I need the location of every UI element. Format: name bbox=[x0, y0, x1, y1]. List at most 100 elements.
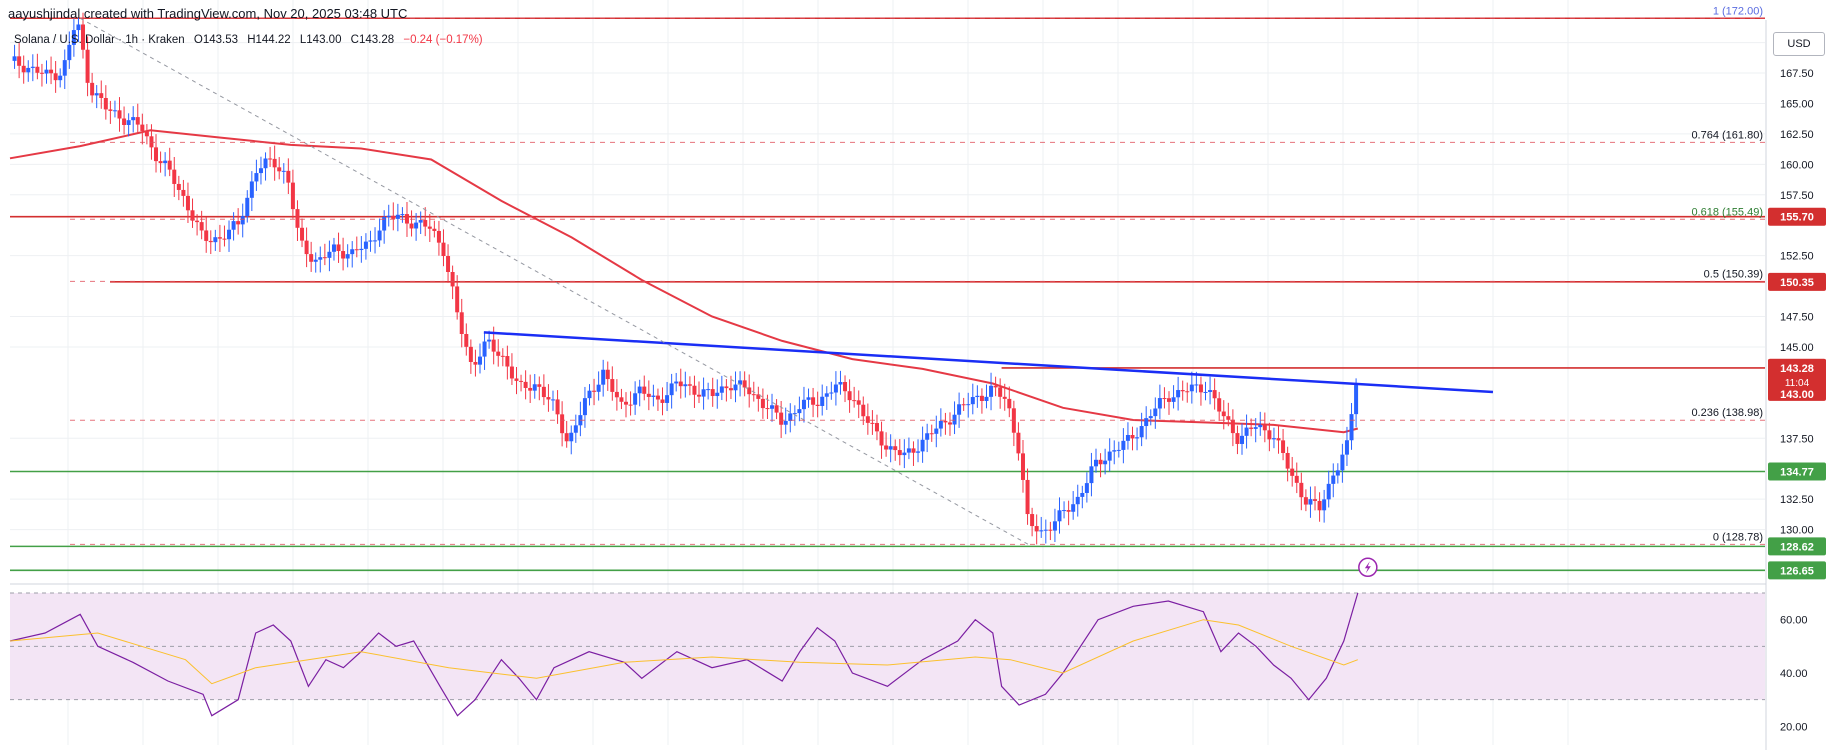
candle-body bbox=[1112, 450, 1117, 452]
candle-body bbox=[1335, 470, 1340, 476]
candle-body bbox=[801, 399, 806, 410]
candle-body bbox=[322, 257, 327, 259]
candle-body bbox=[117, 110, 122, 119]
candle-body bbox=[979, 395, 984, 401]
candle-body bbox=[646, 393, 651, 397]
currency-selector[interactable]: USD bbox=[1773, 32, 1825, 56]
candle-body bbox=[815, 404, 820, 406]
fib-labels: 1 (172.00) 0.764 (161.80) 0.618 (155.49) 0.… bbox=[70, 5, 1765, 545]
candle-body bbox=[614, 391, 619, 398]
candle-body bbox=[747, 387, 752, 395]
candle-body bbox=[1240, 435, 1245, 444]
candle-body bbox=[281, 170, 286, 172]
candle-body bbox=[852, 400, 857, 402]
price-tick-label: 160.00 bbox=[1780, 159, 1814, 171]
candle-body bbox=[938, 420, 943, 429]
candle-body bbox=[423, 220, 428, 227]
candle-body bbox=[30, 66, 35, 68]
candle-body bbox=[829, 392, 834, 394]
candle-body bbox=[1089, 466, 1094, 484]
candle-body bbox=[249, 181, 254, 198]
candle-body bbox=[925, 433, 930, 440]
rsi-band bbox=[10, 593, 1765, 700]
candle-body bbox=[1135, 437, 1140, 439]
candle-body bbox=[49, 69, 54, 74]
candle-body bbox=[391, 215, 396, 219]
candle-body bbox=[998, 387, 1003, 397]
candle-body bbox=[432, 228, 437, 231]
price-tick-label: 145.00 bbox=[1780, 342, 1814, 354]
candle-body bbox=[1098, 459, 1103, 465]
candle-body bbox=[952, 414, 957, 425]
candle-body bbox=[660, 399, 665, 403]
candle-body bbox=[195, 220, 200, 223]
candle-body bbox=[865, 416, 870, 423]
candle-body bbox=[1125, 434, 1130, 441]
candle-body bbox=[879, 431, 884, 446]
candle-body bbox=[12, 56, 17, 61]
candle-body bbox=[1308, 499, 1313, 505]
candle-body bbox=[268, 158, 273, 160]
price-tick-label: 152.50 bbox=[1780, 251, 1814, 263]
candle-body bbox=[400, 214, 405, 216]
candle-body bbox=[1203, 391, 1208, 393]
candle-body bbox=[642, 386, 647, 394]
candle-body bbox=[181, 189, 186, 196]
candle-body bbox=[213, 237, 218, 243]
rsi-line bbox=[9, 592, 1359, 717]
fib-label: 0.764 (161.80) bbox=[1691, 129, 1763, 141]
candle-body bbox=[838, 382, 843, 385]
candle-body bbox=[792, 413, 797, 415]
level-tag-label: 150.35 bbox=[1780, 277, 1814, 289]
current-price-label: 143.28 bbox=[1780, 363, 1814, 375]
fib-label: 0.236 (138.98) bbox=[1691, 407, 1763, 419]
candle-body bbox=[231, 221, 236, 230]
candle-body bbox=[21, 65, 26, 73]
candle-body bbox=[560, 414, 565, 434]
candle-body bbox=[687, 384, 692, 386]
candle-body bbox=[537, 384, 542, 387]
candle-body bbox=[947, 422, 952, 425]
candle-body bbox=[509, 366, 514, 379]
candle-body bbox=[1303, 497, 1308, 505]
candle-body bbox=[738, 380, 743, 385]
candle-body bbox=[655, 395, 660, 400]
candle-body bbox=[605, 369, 610, 380]
fib-label: 0 (128.78) bbox=[1713, 531, 1763, 543]
candle-body bbox=[1331, 475, 1336, 484]
ohlc-close: C143.28 bbox=[350, 34, 395, 46]
fib-label: 1 (172.00) bbox=[1713, 5, 1763, 17]
price-tick-label: 147.50 bbox=[1780, 312, 1814, 324]
candle-body bbox=[624, 401, 629, 405]
candle-body bbox=[1258, 424, 1263, 428]
candle-body bbox=[874, 423, 879, 432]
candle-body bbox=[760, 398, 765, 409]
candle-body bbox=[1326, 483, 1331, 500]
candle-body bbox=[135, 117, 140, 125]
current-price-tag bbox=[1768, 358, 1826, 401]
candle-body bbox=[564, 433, 569, 442]
candle-body bbox=[669, 383, 674, 396]
symbol-name[interactable]: Solana / U.S. Dollar · 1h · Kraken bbox=[14, 34, 185, 46]
candle-body bbox=[122, 118, 127, 125]
candle-body bbox=[751, 394, 756, 396]
candle-body bbox=[811, 397, 816, 405]
candle-body bbox=[601, 369, 606, 385]
candle-body bbox=[692, 385, 697, 395]
candle-body bbox=[628, 404, 633, 406]
candle-body bbox=[26, 67, 31, 73]
level-tag-label: 134.77 bbox=[1780, 466, 1814, 478]
candle-body bbox=[1162, 398, 1167, 400]
candle-body bbox=[916, 451, 921, 453]
candle-body bbox=[140, 124, 145, 131]
candle-body bbox=[970, 397, 975, 405]
candle-body bbox=[1212, 390, 1217, 399]
candle-body bbox=[245, 197, 250, 217]
candle-body bbox=[1066, 510, 1071, 512]
candle-body bbox=[368, 240, 373, 242]
ohlc-open: O143.53 bbox=[193, 34, 238, 46]
candle-body bbox=[240, 216, 245, 225]
candle-body bbox=[1062, 510, 1067, 512]
lightning-glyph bbox=[1364, 561, 1371, 574]
